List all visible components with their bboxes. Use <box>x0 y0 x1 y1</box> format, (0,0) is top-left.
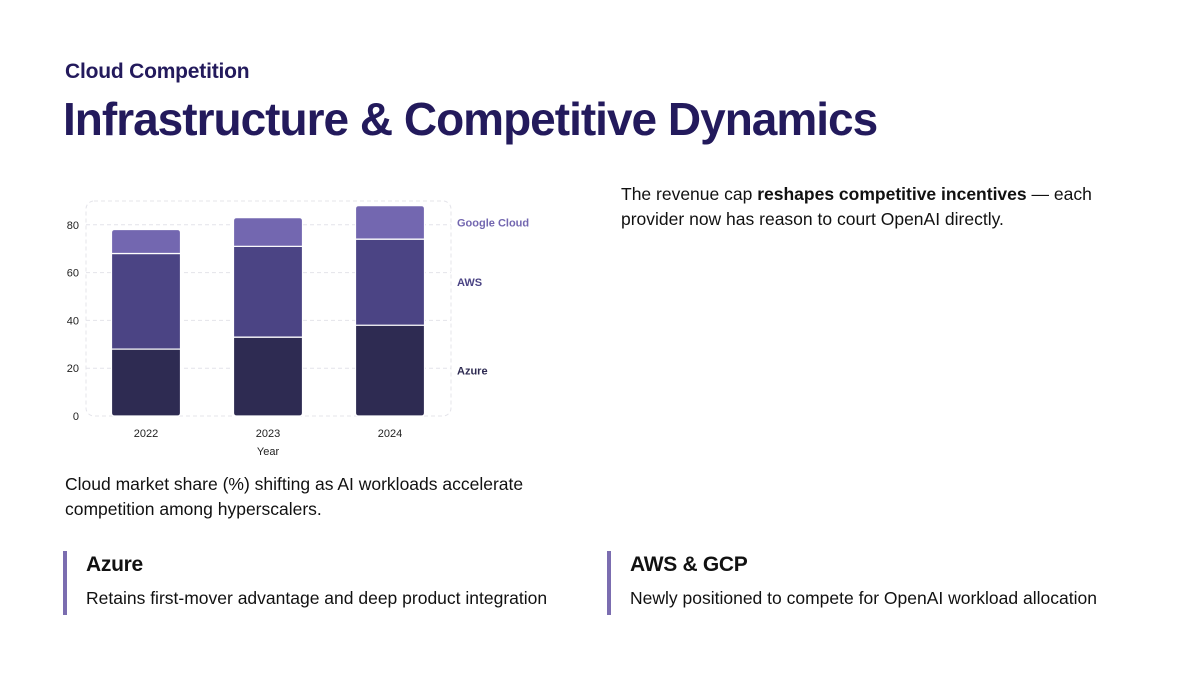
bar-azure-2022 <box>110 348 182 417</box>
slide-kicker: Cloud Competition <box>65 60 250 83</box>
legend-label-aws: AWS <box>457 277 482 289</box>
stacked-bar-chart: 0 20 40 60 80 2022 2023 2024 Year Azure AWS Google … <box>67 200 529 458</box>
aws-gcp-card-title: AWS & GCP <box>630 553 748 576</box>
aws-gcp-card: AWS & GCP Newly positioned to compete fo… <box>607 551 1150 615</box>
bar-aws-2022 <box>110 252 182 350</box>
insight-pre: The revenue cap <box>621 184 758 204</box>
legend-label-google-cloud: Google Cloud <box>457 217 529 229</box>
bar-aws-2023 <box>232 245 304 338</box>
chart-caption: Cloud market share (%) shifting as AI wo… <box>65 474 524 519</box>
bar-aws-2024 <box>354 238 426 326</box>
insight-post: — each provider now has reason to court … <box>621 184 1092 229</box>
azure-card: Azure Retains first-mover advantage and … <box>63 551 586 615</box>
x-axis-label: Year <box>257 446 280 458</box>
x-tick-label: 2023 <box>256 428 280 440</box>
bar-google-cloud-2023 <box>232 217 304 247</box>
x-tick-label: 2024 <box>378 428 402 440</box>
azure-card-text: Retains first-mover advantage and deep p… <box>86 588 548 608</box>
bar-azure-2023 <box>232 336 304 417</box>
bar-google-cloud-2022 <box>110 228 182 255</box>
y-tick-label: 40 <box>67 315 79 327</box>
legend-label-azure: Azure <box>457 366 488 378</box>
slide-title: Infrastructure & Competitive Dynamics <box>63 93 878 145</box>
y-tick-label: 0 <box>73 411 79 423</box>
x-tick-label: 2022 <box>134 428 158 440</box>
insight-text: The revenue cap reshapes competitive inc… <box>621 182 1121 232</box>
y-tick-label: 80 <box>67 220 79 232</box>
azure-card-title: Azure <box>86 553 143 576</box>
bar-azure-2024 <box>354 324 426 417</box>
y-tick-label: 60 <box>67 268 79 280</box>
bar-google-cloud-2024 <box>354 205 426 240</box>
insight-bold: reshapes competitive incentives <box>757 184 1027 204</box>
aws-gcp-card-text: Newly positioned to compete for OpenAI w… <box>630 588 1097 608</box>
y-tick-label: 20 <box>67 363 79 375</box>
